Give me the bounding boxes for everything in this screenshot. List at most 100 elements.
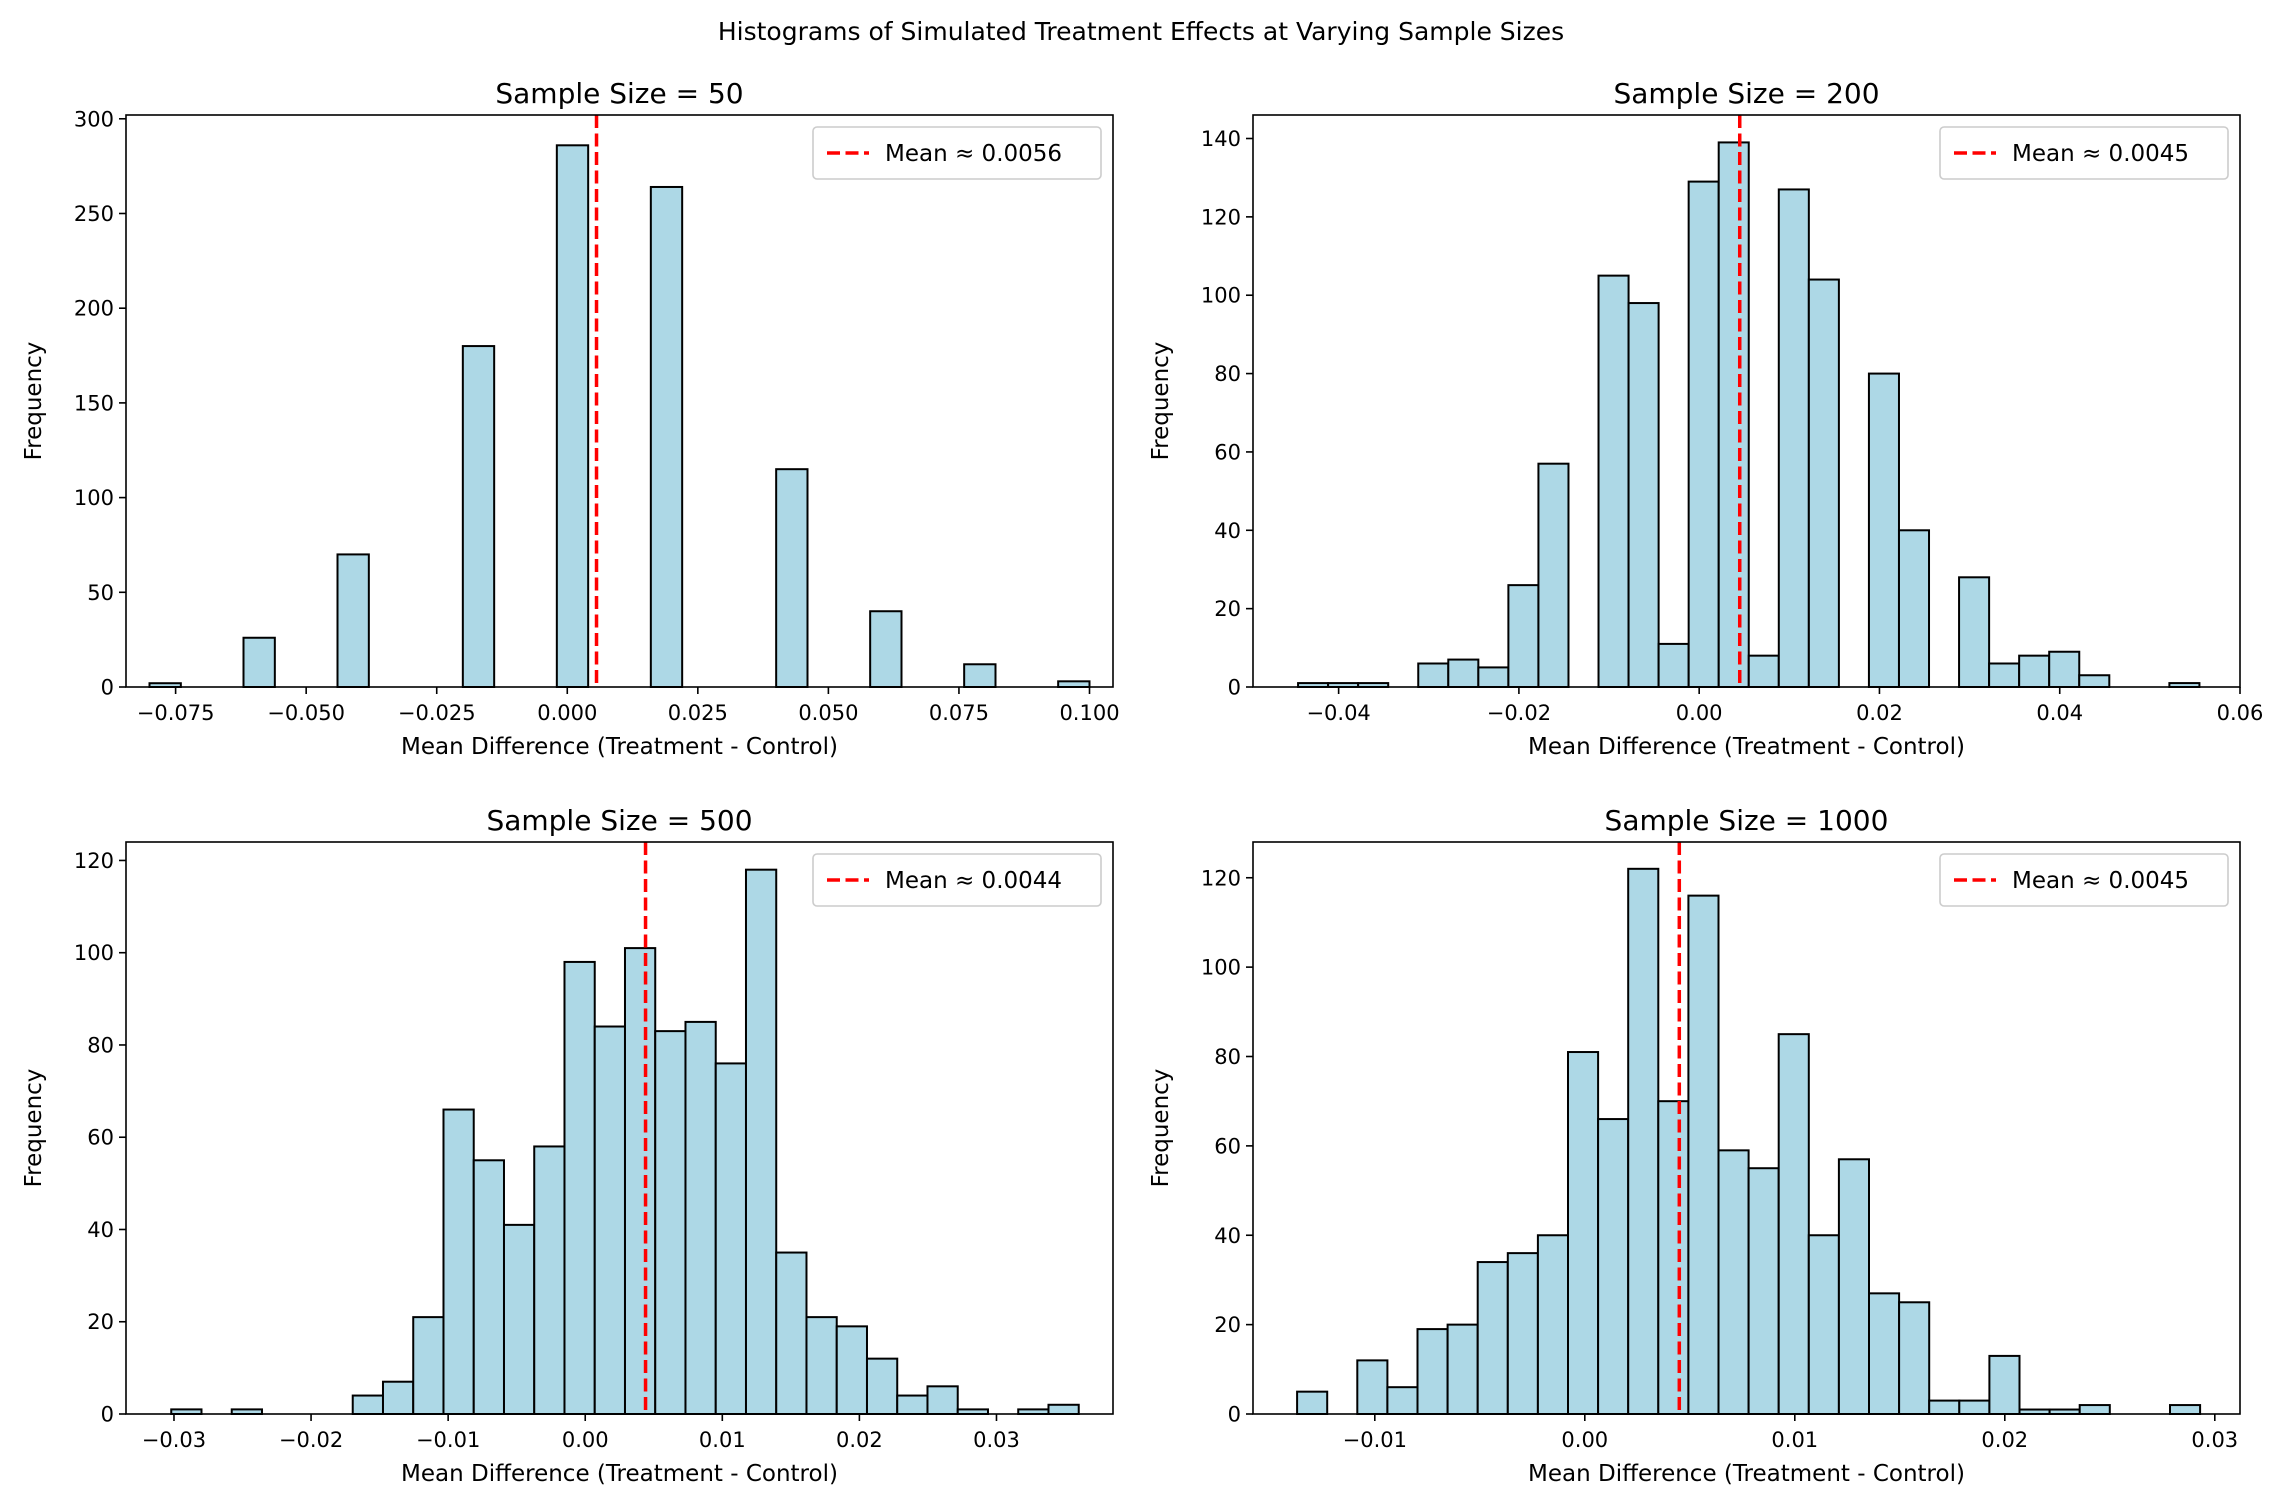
y-tick-label: 80 (87, 1033, 114, 1057)
subplot-1: −0.075 −0.050 −0.025 0.000 0.025 0.050 0.075 0.… (21, 77, 1120, 760)
histogram-bar (1566, 1051, 1600, 1415)
histogram-bar (714, 1062, 747, 1415)
histogram-bar (1717, 141, 1750, 688)
y-tick-label: 120 (1201, 866, 1241, 890)
x-tick-label: 0.075 (929, 701, 989, 725)
histogram-bar (1897, 529, 1931, 688)
histogram-bar (442, 1108, 475, 1415)
histogram-bar (926, 1385, 959, 1416)
legend-label: Mean ≈ 0.0044 (885, 868, 1062, 894)
y-tick-label: 20 (1214, 1313, 1241, 1337)
legend-box (812, 853, 1102, 907)
legend-box (812, 126, 1102, 180)
histogram-bar (775, 468, 809, 688)
x-tick-label: 0.00 (562, 1428, 609, 1452)
histogram-bar (1747, 1167, 1780, 1415)
histogram-bar (1537, 462, 1570, 688)
y-tick-label: 100 (1201, 284, 1241, 308)
histogram-bar (869, 610, 903, 688)
histogram-bar (1657, 1100, 1690, 1415)
histogram-bar (1536, 1234, 1569, 1415)
y-tick-label: 0 (101, 676, 114, 700)
histogram-bar (1867, 372, 1900, 688)
x-tick-label: 0.025 (668, 701, 728, 725)
y-tick-label: 120 (1201, 205, 1241, 229)
y-tick-label: 150 (74, 391, 114, 415)
legend: Mean ≈ 0.0045 (1939, 853, 2229, 907)
histogram-bar (1807, 1234, 1840, 1415)
y-tick-label: 100 (1201, 956, 1241, 980)
histogram-bar (1476, 1261, 1509, 1415)
y-tick-label: 200 (74, 297, 114, 321)
histogram-bar (2078, 674, 2111, 689)
x-tick-label: 0.01 (699, 1428, 746, 1452)
histogram-bar (865, 1357, 899, 1415)
histogram-bar (1747, 654, 1780, 688)
legend-label: Mean ≈ 0.0056 (885, 141, 1062, 167)
histogram-bar (835, 1325, 868, 1416)
subplot-title: Sample Size = 200 (1613, 77, 1879, 110)
figure-title: Histograms of Simulated Treatment Effect… (718, 17, 1564, 46)
histogram-bar (2078, 1404, 2111, 1415)
y-tick-label: 60 (1214, 1134, 1241, 1158)
histogram-bar (555, 144, 590, 689)
y-tick-label: 60 (87, 1126, 114, 1150)
histogram-bar (744, 868, 778, 1415)
histogram-bar (684, 1020, 717, 1415)
histogram-bar (336, 553, 370, 689)
x-tick-label: 0.00 (1676, 701, 1723, 725)
histogram-bar (1047, 1403, 1080, 1415)
histogram-bar (1416, 1328, 1449, 1415)
histogram-bar (1837, 1158, 1870, 1415)
histogram-bar (1988, 1354, 2021, 1415)
histogram-bar (623, 947, 657, 1416)
subplot-4: −0.01 0.00 0.01 0.02 0.03 0 20 40 60 80 100 120 Samp… (1148, 804, 2241, 1487)
y-tick-label: 40 (1214, 1224, 1241, 1248)
y-tick-label: 40 (87, 1218, 114, 1242)
y-tick-label: 300 (74, 107, 114, 131)
histogram-bar (1867, 1292, 1901, 1415)
x-tick-label: −0.025 (398, 701, 476, 725)
y-tick-label: 100 (74, 486, 114, 510)
histogram-bars (170, 868, 1080, 1416)
legend-box (1939, 853, 2229, 907)
histogram-bar (1807, 278, 1840, 688)
x-axis-label: Mean Difference (Treatment - Control) (401, 1461, 838, 1487)
histogram-bar (1687, 180, 1720, 688)
histogram-bar (502, 1223, 536, 1415)
x-axis-label: Mean Difference (Treatment - Control) (1528, 734, 1965, 760)
x-tick-label: 0.02 (1856, 701, 1903, 725)
x-tick-label: −0.04 (1306, 701, 1370, 725)
subplot-2: −0.04 −0.02 0.00 0.02 0.04 0.06 0 20 40 60 80 100 12… (1148, 77, 2263, 760)
axes-frame (125, 114, 1114, 688)
histogram-bar (1417, 662, 1450, 689)
axes-frame (125, 841, 1114, 1415)
x-tick-label: 0.02 (1981, 1428, 2028, 1452)
x-tick-label: −0.01 (416, 1428, 480, 1452)
histogram-bar (381, 1380, 415, 1416)
histogram-bar (775, 1251, 808, 1415)
y-tick-label: 20 (87, 1310, 114, 1334)
histogram-bar (896, 1394, 929, 1415)
y-tick-label: 250 (74, 202, 114, 226)
x-tick-label: 0.03 (973, 1428, 1020, 1452)
histogram-bar (805, 1316, 838, 1415)
histogram-bar (1928, 1399, 1961, 1415)
subplot-title: Sample Size = 500 (486, 804, 752, 837)
axes-frame (1252, 114, 2241, 688)
y-axis-label: Frequency (1148, 342, 1174, 461)
histogram-bar (2048, 650, 2081, 689)
histogram-bar (1296, 1390, 1329, 1415)
histogram-bar (2018, 654, 2051, 688)
histogram-bar (1958, 576, 1991, 689)
y-tick-label: 0 (101, 1403, 114, 1427)
axes-frame (1252, 841, 2241, 1415)
x-axis-label: Mean Difference (Treatment - Control) (1528, 1461, 1965, 1487)
histogram-bar (1057, 680, 1091, 688)
legend: Mean ≈ 0.0044 (812, 853, 1102, 907)
x-tick-label: 0.03 (2191, 1428, 2238, 1452)
histogram-bar (654, 1030, 687, 1415)
y-axis-label: Frequency (21, 1069, 47, 1188)
